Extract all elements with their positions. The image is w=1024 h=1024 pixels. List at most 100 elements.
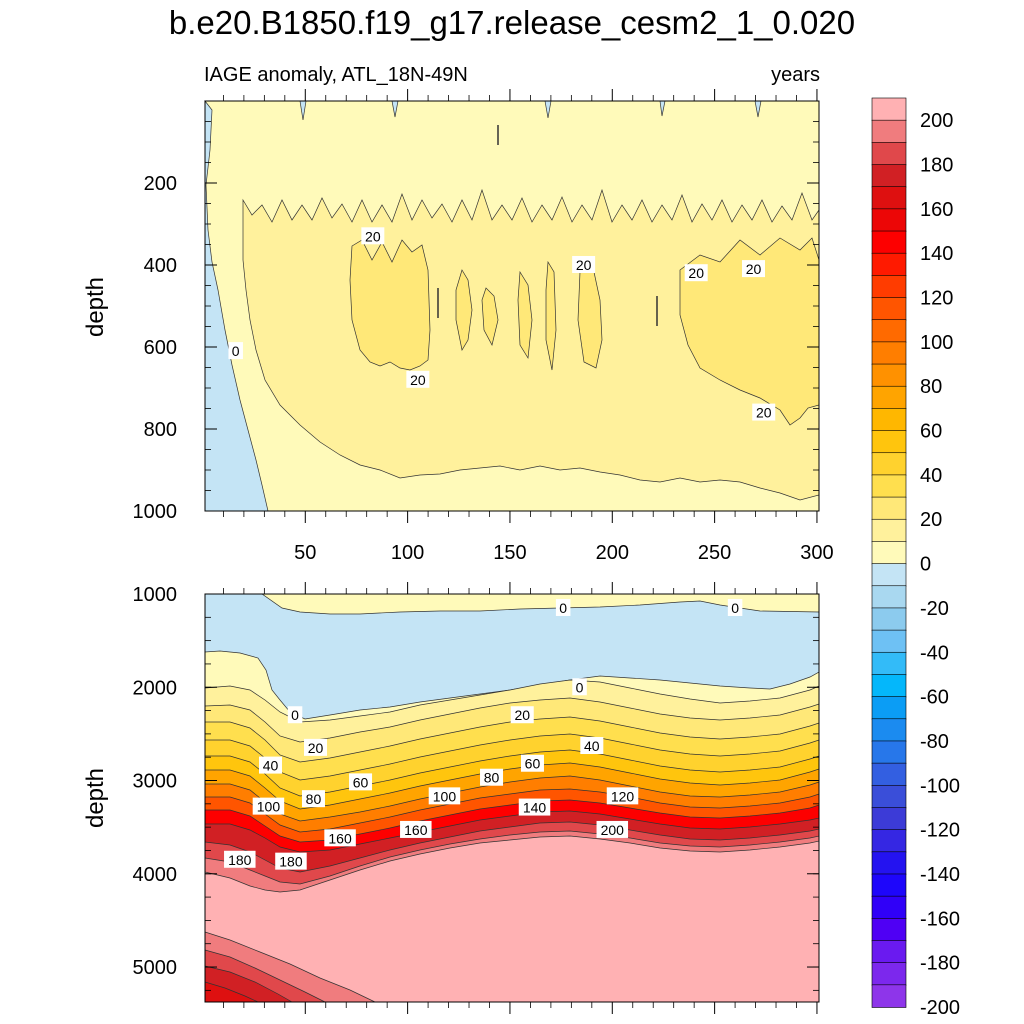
contour-label: 0 xyxy=(555,598,571,616)
contour-label-text: 40 xyxy=(584,738,600,754)
colorbar-swatch xyxy=(871,851,907,875)
chart-title: b.e20.B1850.f19_g17.release_cesm2_1_0.02… xyxy=(169,4,855,41)
x-tick-label: 250 xyxy=(698,542,731,564)
y-tick-label: 5000 xyxy=(133,957,178,979)
colorbar-swatch xyxy=(871,319,907,343)
contour-label: 120 xyxy=(606,787,639,805)
contour-label-bg xyxy=(752,403,776,421)
contour-label-text: 60 xyxy=(525,756,541,772)
upper-patch-7 xyxy=(679,237,820,426)
contour-label-bg xyxy=(406,370,430,388)
right-string: years xyxy=(771,64,820,86)
contour-label: 80 xyxy=(301,790,325,808)
contour-label-text: 180 xyxy=(279,854,303,870)
contour-label-text: 20 xyxy=(688,265,704,281)
upper-patch-3 xyxy=(481,287,499,346)
colorbar-label: -100 xyxy=(920,775,960,797)
colorbar-swatch xyxy=(871,474,907,498)
colorbar-swatch xyxy=(871,97,907,121)
colorbar-swatch xyxy=(871,208,907,232)
contour-label: 20 xyxy=(361,227,385,245)
upper-y-axis-label: depth xyxy=(82,277,109,337)
contour-label: 20 xyxy=(304,738,328,756)
contour-label-bg xyxy=(684,264,708,282)
contour-label-text: 140 xyxy=(523,800,547,816)
upper-patch-6 xyxy=(577,271,603,369)
contour-label-text: 120 xyxy=(611,788,635,804)
colorbar-label: -80 xyxy=(920,731,949,753)
contour-label-text: 0 xyxy=(731,600,739,616)
y-tick-label: 400 xyxy=(144,255,177,277)
contour-label-bg xyxy=(428,787,461,805)
colorbar-swatch xyxy=(871,651,907,676)
contour-label-bg xyxy=(520,754,544,772)
colorbar-swatch xyxy=(871,829,907,853)
colorbar-label: -40 xyxy=(920,642,949,664)
contour-label-bg xyxy=(510,706,534,724)
lower-contour-labels: 0 0 0 0 20 20 40 40 60 60 80 80 100 100 120 140 160 160 18… xyxy=(224,598,743,870)
contour-label-bg xyxy=(324,829,356,847)
colorbar-swatch xyxy=(871,142,907,166)
contour-label-text: 160 xyxy=(404,822,428,838)
lower-band-pale-red xyxy=(204,835,820,1003)
contour-label: 0 xyxy=(287,706,303,724)
colorbar-swatch xyxy=(871,918,907,942)
colorbar-label: 180 xyxy=(920,155,953,177)
lower-y-axis-label: depth xyxy=(82,768,109,828)
contour-label-text: 0 xyxy=(232,343,240,359)
contour-label-text: 100 xyxy=(433,788,457,804)
lower-panel: 0 0 0 0 20 20 40 40 60 60 80 80 100 100 120 140 160 160 18… xyxy=(82,582,820,1014)
upper-surface-negative xyxy=(299,100,762,121)
colorbar-label: -180 xyxy=(920,953,960,975)
contour-label-text: 20 xyxy=(410,372,426,388)
y-tick-label: 1000 xyxy=(133,501,178,523)
contour-label-bg xyxy=(304,738,328,756)
contour-label-bg xyxy=(606,787,639,805)
contour-label-text: 60 xyxy=(353,774,369,790)
colorbar-swatch xyxy=(871,718,907,742)
colorbar-swatch xyxy=(871,496,907,521)
colorbar-label: 100 xyxy=(920,332,953,354)
contour-label-bg xyxy=(572,678,587,696)
contour-label-bg xyxy=(275,852,307,870)
contour-label: 100 xyxy=(428,787,461,805)
contour-label-text: 20 xyxy=(308,740,324,756)
contour-label-text: 40 xyxy=(263,758,279,774)
contour-label-bg xyxy=(252,797,285,815)
contour-label-text: 180 xyxy=(228,852,252,868)
y-tick-label: 2000 xyxy=(133,677,178,699)
contour-label-bg xyxy=(727,598,743,616)
contour-label-bg xyxy=(572,256,596,273)
colorbar-label: 40 xyxy=(920,465,942,487)
colorbar-swatch xyxy=(871,341,907,365)
upper-patch-5 xyxy=(545,260,557,371)
contour-label-bg xyxy=(361,227,385,245)
colorbar-swatch xyxy=(871,541,907,565)
contour-label-bg xyxy=(518,798,551,816)
colorbar-label: -160 xyxy=(920,908,960,930)
upper-patch-1 xyxy=(349,239,431,371)
contour-label: 40 xyxy=(580,737,604,755)
colorbar-label: 20 xyxy=(920,509,942,531)
x-tick-label: 300 xyxy=(800,542,833,564)
colorbar-swatch xyxy=(871,895,907,920)
contour-label: 160 xyxy=(400,820,432,838)
contour-label-bg xyxy=(287,706,303,724)
colorbar-label: 200 xyxy=(920,110,953,132)
upper-patch-2 xyxy=(455,269,473,351)
x-tick-label: 50 xyxy=(294,542,316,564)
colorbar-swatch xyxy=(871,696,907,720)
colorbar-swatch xyxy=(871,452,907,476)
colorbar-swatch xyxy=(871,408,907,432)
colorbar-label: -200 xyxy=(920,997,960,1019)
contour-label-bg xyxy=(742,260,766,278)
colorbar-label: -120 xyxy=(920,820,960,842)
colorbar-swatch xyxy=(871,363,907,388)
colorbar-label: -20 xyxy=(920,598,949,620)
contour-label-text: 100 xyxy=(257,799,281,815)
colorbar-label: 160 xyxy=(920,199,953,221)
contour-label-bg xyxy=(596,820,629,838)
